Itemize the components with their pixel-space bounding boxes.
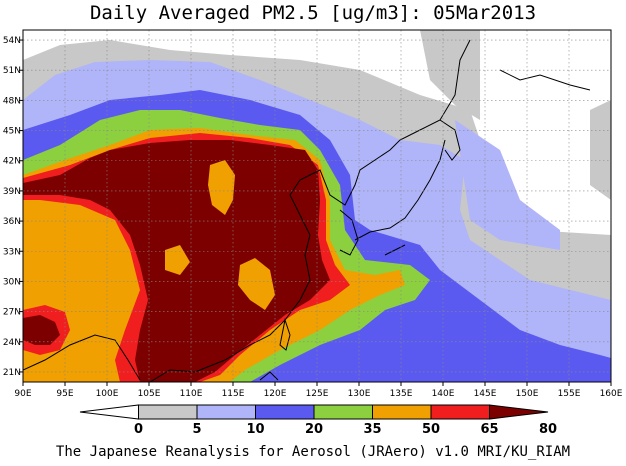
colorbar-segment xyxy=(196,404,256,420)
concentration-field xyxy=(23,30,611,382)
latitude-labels: 21N 24N 27N 30N 33N 36N 39N 42N 45N 48N 51N 54N xyxy=(3,36,23,378)
colorbar-label: 5 xyxy=(192,422,201,437)
contour-5-10-east xyxy=(590,100,611,200)
colorbar-segment xyxy=(79,404,139,420)
credit-text: The Japanese Reanalysis for Aerosol (JRA… xyxy=(55,444,571,460)
map-title: Daily Averaged PM2.5 [ug/m3]: 05Mar2013 xyxy=(89,2,537,24)
coastlines xyxy=(23,39,591,382)
lon-tick-label: 110E xyxy=(180,389,203,399)
lat-tick-label: 21N xyxy=(3,368,21,378)
lon-tick-label: 90E xyxy=(14,389,31,399)
contour-5-10-north xyxy=(420,30,480,120)
lat-tick-label: 45N xyxy=(3,127,21,137)
longitude-labels: 90E 95E 100E 105E 110E 115E 120E 125E 130E 135E 14… xyxy=(14,382,623,399)
pocket-orange-3 xyxy=(238,258,275,310)
lat-tick-label: 48N xyxy=(3,96,21,106)
map-grid xyxy=(23,30,611,382)
lon-tick-label: 100E xyxy=(96,389,119,399)
colorbar-label: 65 xyxy=(480,422,498,437)
lon-tick-label: 135E xyxy=(390,389,413,399)
colorbar-segment xyxy=(255,404,315,420)
contour-10-20-ne xyxy=(455,120,560,250)
colorbar-segment xyxy=(372,404,432,420)
lon-tick-label: 155E xyxy=(558,389,581,399)
colorbar-label: 35 xyxy=(363,422,381,437)
lon-tick-label: 125E xyxy=(306,389,329,399)
lat-tick-label: 36N xyxy=(3,217,21,227)
colorbar-segment xyxy=(489,404,549,420)
sw-blob-dark xyxy=(23,315,60,345)
lon-tick-label: 140E xyxy=(432,389,455,399)
colorbar: 0 5 10 20 35 50 65 80 xyxy=(79,404,557,437)
pocket-orange-2 xyxy=(165,245,190,275)
lat-tick-label: 27N xyxy=(3,308,21,318)
lon-tick-label: 105E xyxy=(138,389,161,399)
lat-tick-label: 30N xyxy=(3,277,21,287)
colorbar-label: 0 xyxy=(134,422,143,437)
colorbar-segment xyxy=(430,404,490,420)
lat-tick-label: 42N xyxy=(3,157,21,167)
colorbar-segment xyxy=(138,404,198,420)
lat-tick-label: 39N xyxy=(3,187,21,197)
colorbar-label: 10 xyxy=(246,422,264,437)
lat-tick-label: 24N xyxy=(3,338,21,348)
lon-tick-label: 160E xyxy=(600,389,623,399)
colorbar-label: 20 xyxy=(305,422,323,437)
lat-tick-label: 33N xyxy=(3,247,21,257)
lat-tick-label: 51N xyxy=(3,66,21,76)
colorbar-label: 80 xyxy=(539,422,557,437)
lat-tick-label: 54N xyxy=(3,36,21,46)
colorbar-label: 50 xyxy=(422,422,440,437)
lon-tick-label: 130E xyxy=(348,389,371,399)
lon-tick-label: 150E xyxy=(516,389,539,399)
lon-tick-label: 95E xyxy=(56,389,73,399)
pocket-orange-1 xyxy=(208,160,235,215)
lon-tick-label: 120E xyxy=(264,389,287,399)
colorbar-segment xyxy=(313,404,373,420)
lon-tick-label: 115E xyxy=(222,389,245,399)
lon-tick-label: 145E xyxy=(474,389,497,399)
